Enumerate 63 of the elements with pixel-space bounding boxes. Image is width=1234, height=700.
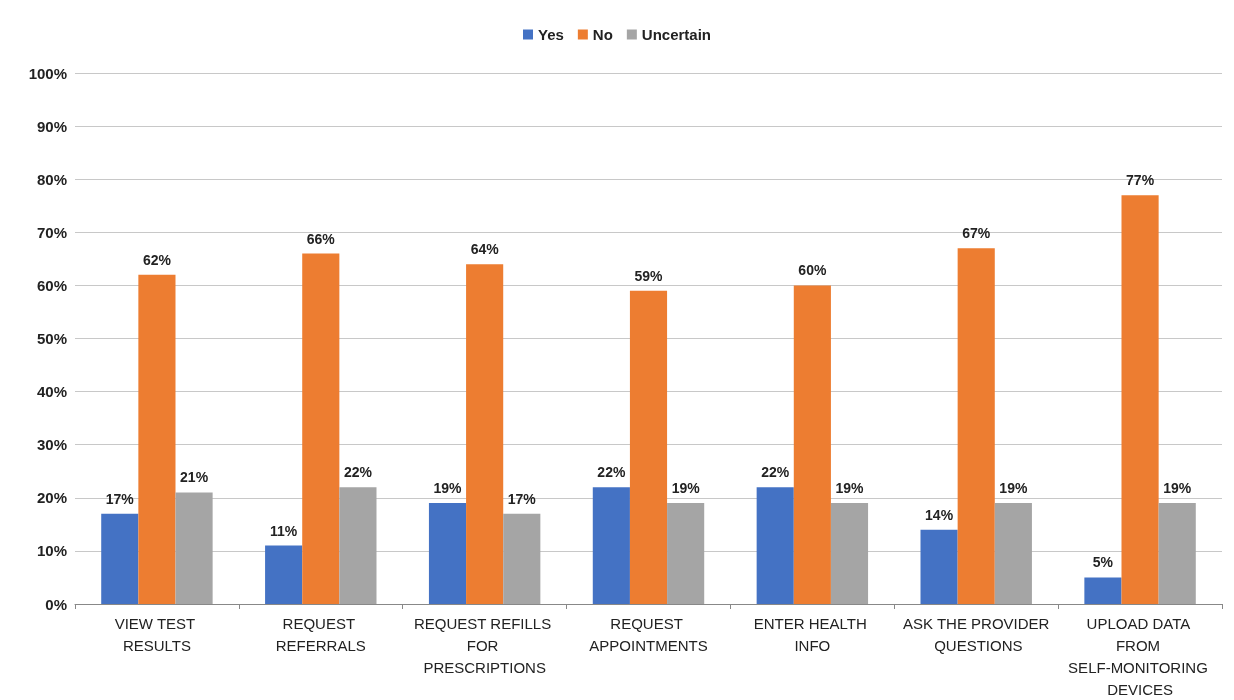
bar [302,253,340,604]
data-label: 22% [343,464,373,481]
bar [428,503,467,604]
data-label: 19% [433,480,463,497]
x-tick-label: REQUEST APPOINTMENTS [589,614,708,654]
legend-label: Uncertain [641,26,712,43]
data-label: 22% [761,464,790,481]
bar [920,529,958,604]
bar [175,492,213,604]
data-label: 21% [180,469,209,486]
data-label: 17% [507,490,537,507]
x-tick-label: ENTER HEALTH INFO [753,614,871,654]
data-label: 67% [962,225,991,242]
bar [994,503,1032,604]
data-label: 17% [105,490,135,507]
data-label: 22% [597,464,626,481]
data-label: 62% [142,251,172,268]
data-label: 19% [671,480,701,497]
legend-label: Yes [537,26,564,43]
y-tick-label: 50% [36,330,67,347]
data-label: 19% [999,480,1028,497]
bar [957,248,995,604]
bar [830,503,869,604]
data-label: 66% [306,230,336,247]
x-tick-label: REQUEST REFERRALS [275,614,366,654]
bar [339,487,377,604]
y-tick-label: 100% [28,64,67,82]
data-label: 19% [1163,480,1192,497]
x-tick-label: REQUEST REFILLS FOR PRESCRIPTIONS [413,614,556,676]
y-tick-label: 30% [36,436,67,454]
bar [265,545,303,604]
y-tick-label: 40% [36,383,67,401]
bar [1158,503,1196,604]
data-label: 5% [1092,554,1114,571]
x-tick-label: ASK THE PROVIDER QUESTIONS [903,614,1050,654]
data-label: 60% [798,262,827,279]
bar [667,503,705,604]
bar [138,274,176,604]
bar [1084,577,1122,604]
bar [756,487,794,604]
y-tick-label: 70% [36,223,67,241]
y-tick-label: 60% [36,276,67,294]
bar [793,285,831,604]
x-tick-label: UPLOAD DATA FROM SELF-MONITORING DEVICES [1068,614,1213,698]
y-tick-label: 20% [36,489,67,507]
bar [503,513,541,604]
data-label: 19% [835,480,865,497]
bar [1121,195,1159,604]
data-label: 77% [1126,172,1155,189]
bar [592,487,630,604]
data-label: 59% [634,267,664,284]
legend-label: No [592,26,613,43]
bar [466,264,504,604]
y-tick-label: 90% [36,117,67,135]
y-tick-label: 0% [45,595,67,613]
y-tick-label: 80% [36,170,67,188]
data-label: 14% [925,506,954,523]
data-label: 64% [470,241,500,258]
y-tick-label: 10% [36,542,67,560]
data-label: 11% [270,522,298,539]
bar [101,513,139,604]
bar [629,290,668,604]
x-tick-label: VIEW TEST RESULTS [114,614,200,654]
